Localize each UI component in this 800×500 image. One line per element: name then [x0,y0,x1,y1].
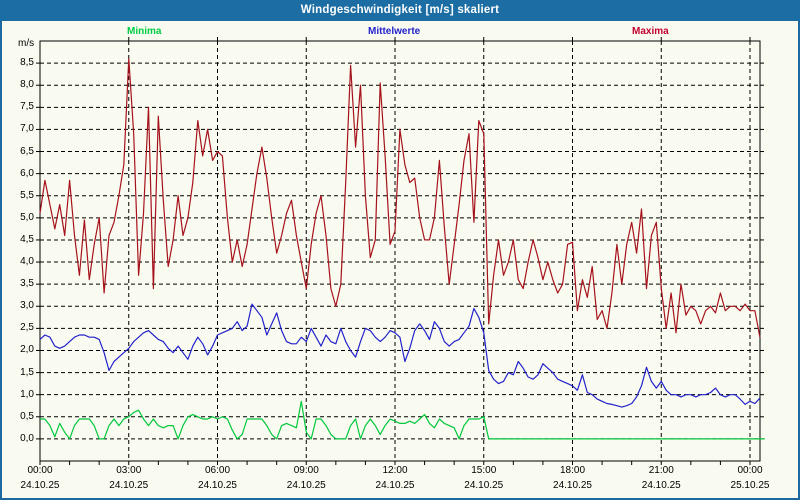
x-axis-date-label: 24.10.25 [109,480,149,491]
y-axis-tick-label: 5,0 [20,211,34,223]
y-axis-tick-label: 2,0 [20,344,34,356]
y-axis-tick-label: 3,0 [20,300,34,312]
x-axis-time-label: 06:00 [204,465,231,476]
series-line-maxima [39,58,761,338]
y-axis-tick-label: 8,5 [20,57,34,69]
x-axis-time-label: 00:00 [737,465,763,476]
y-axis-tick-label: 6,5 [20,145,34,157]
legend-item-minima: Minima [127,26,162,37]
plot-frame [39,40,761,462]
x-axis-date-label: 24.10.25 [553,480,592,491]
x-axis-date-label: 24.10.25 [464,480,504,491]
y-axis-tick-label: 4,5 [20,233,34,245]
y-axis-tick-label: 5,5 [20,189,34,201]
x-axis-time-label: 18:00 [559,465,586,476]
y-axis-tick-label: 2,5 [20,322,34,334]
x-axis-time-label: 12:00 [382,465,408,476]
series-line-mittelwerte [39,303,761,408]
y-axis-tick-label: 0,5 [20,410,34,422]
y-axis-tick-label: 7,5 [20,101,34,113]
x-axis-time-label: 00:00 [27,465,53,476]
legend-item-mittelwerte: Mittelwerte [368,26,421,37]
x-axis-time-label: 09:00 [293,465,319,476]
y-axis-tick-label: 6,0 [20,167,34,179]
x-axis-date-label: 25.10.25 [730,480,770,491]
y-axis-tick-label: 3,5 [20,278,34,290]
window-title: Windgeschwindigkeit [m/s] skaliert [0,0,800,21]
x-axis-time-label: 03:00 [116,465,142,476]
y-axis-unit-label: m/s [18,38,35,49]
series-line-minima [40,400,765,440]
x-axis-time-label: 15:00 [471,465,497,476]
x-axis-date-label: 24.10.25 [198,480,237,491]
x-axis-date-label: 24.10.25 [375,480,415,491]
x-axis-date-label: 24.10.25 [286,480,326,491]
y-axis-tick-label: 7,0 [20,123,34,135]
x-axis-date-label: 24.10.25 [641,480,681,491]
x-axis-date-label: 24.10.25 [20,480,60,491]
y-axis-tick-label: 8,0 [20,79,34,91]
y-axis-tick-label: 0,0 [20,432,34,444]
x-axis-time-label: 21:00 [648,465,674,476]
y-axis-tick-label: 1,5 [20,366,34,378]
y-axis-tick-label: 1,0 [20,388,34,400]
y-axis-tick-label: 4,0 [20,256,34,268]
legend-item-maxima: Maxima [632,26,669,37]
